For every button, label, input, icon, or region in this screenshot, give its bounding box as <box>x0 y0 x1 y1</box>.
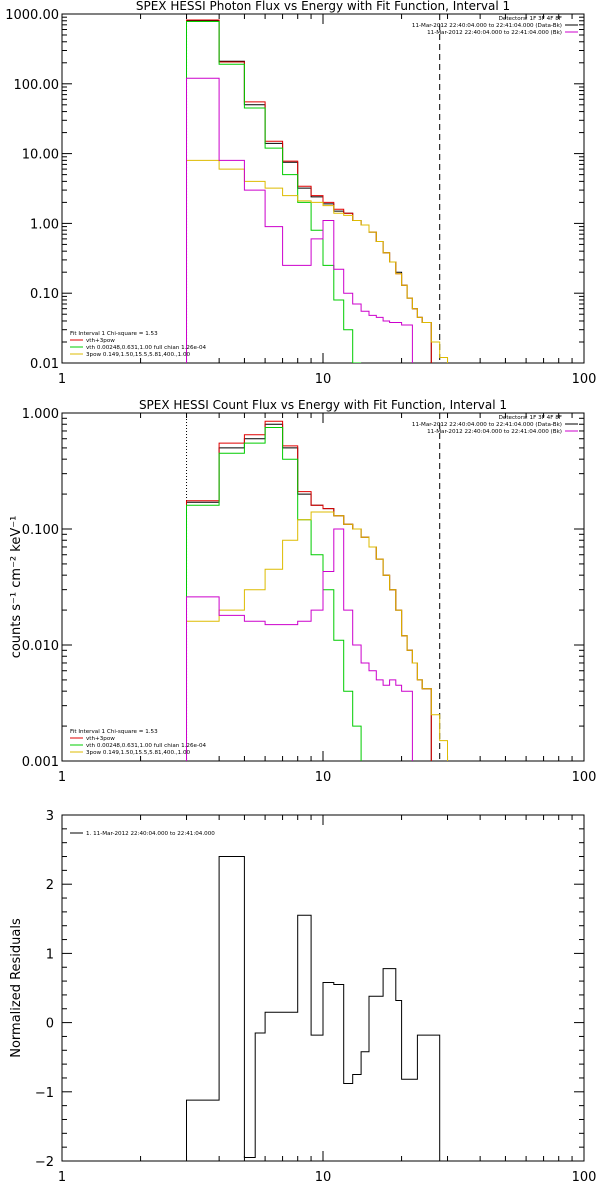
y-tick-label: −1 <box>35 1086 54 1101</box>
y-tick-label: 0.01 <box>30 357 59 372</box>
series-bk <box>186 528 413 761</box>
legend-bottom-entry: vth+3pow <box>86 338 115 344</box>
panel-3: 1 10 100 −2 −1 0 1 2 3 Normalized Residuals 1. 11-… <box>9 809 596 1185</box>
y-tick-label: 100.00 <box>14 78 60 93</box>
y-tick-label: 3 <box>46 809 54 824</box>
legend-bottom-entry: Fit Interval 1 Chi-square = 1.53 <box>70 729 158 735</box>
panel-2: SPEX HESSI Count Flux vs Energy with Fit… <box>9 398 596 785</box>
y-tick-label: −2 <box>35 1155 54 1170</box>
legend-top-entry: 11-Mar-2012 22:40:04.000 to 22:41:04.000… <box>412 422 562 428</box>
series-vth <box>186 21 362 363</box>
legend-top-entry: 11-Mar-2012 22:40:04.000 to 22:41:04.000… <box>427 30 562 36</box>
axes-frame <box>61 13 585 364</box>
series-vth <box>186 427 362 761</box>
x-tick-label: 100 <box>572 1170 597 1185</box>
y-tick-label: 1.000 <box>22 407 59 422</box>
y-tick-label: 1.00 <box>30 217 59 232</box>
series-3pow <box>186 159 448 363</box>
y-tick-label: 0.001 <box>22 755 59 770</box>
legend-entry: 1. 11-Mar-2012 22:40:04.000 to 22:41:04.… <box>86 831 215 837</box>
x-tick-label: 10 <box>315 770 332 785</box>
x-tick-label: 10 <box>315 1170 332 1185</box>
series-data-bk <box>186 20 432 363</box>
y-axis-label: Normalized Residuals <box>9 918 24 1058</box>
series-3pow <box>186 511 448 761</box>
y-tick-label: 2 <box>46 878 54 893</box>
y-tick-label: 0.10 <box>30 287 59 302</box>
legend-bottom-entry: Fit Interval 1 Chi-square = 1.53 <box>70 331 158 337</box>
y-tick-label: 0.100 <box>22 523 59 538</box>
y-tick-label: 0 <box>46 1017 54 1032</box>
legend-top-entry: 11-Mar-2012 22:40:04.000 to 22:41:04.000… <box>427 429 562 435</box>
legend-bottom-entry: vth 0.00248,0.631,1.00 full chian 1.26e-… <box>86 345 207 351</box>
legend-top-entry: 11-Mar-2012 22:40:04.000 to 22:41:04.000… <box>412 23 562 29</box>
legend-bottom-entry: 3pow 0.149,1.50,15.5,5.81,400.,1.00 <box>86 750 191 756</box>
series-vth-3pow <box>186 19 432 363</box>
series-1-11-mar-2012-22-40-04-000-to-22-41-04-000 <box>186 856 441 1161</box>
x-tick-label: 100 <box>572 372 597 387</box>
chart-title: SPEX HESSI Photon Flux vs Energy with Fi… <box>136 0 510 13</box>
legend-top-entry: Detectors: 1F 3F 4F 8F <box>499 16 562 22</box>
x-tick-label: 10 <box>315 372 332 387</box>
y-tick-label: 1000.00 <box>5 8 59 23</box>
series-group <box>186 19 448 363</box>
series-group <box>186 856 441 1161</box>
chart-title: SPEX HESSI Count Flux vs Energy with Fit… <box>139 398 507 412</box>
y-tick-label: 1 <box>46 947 54 962</box>
legend-top-entry: Detectors: 1F 3F 4F 8F <box>499 415 562 421</box>
legend-bottom-entry: vth+3pow <box>86 736 115 742</box>
x-tick-label: 1 <box>58 1170 66 1185</box>
panel-1: SPEX HESSI Photon Flux vs Energy with Fi… <box>5 0 596 387</box>
series-group <box>186 420 448 761</box>
y-tick-label: 10.00 <box>22 148 59 163</box>
series-bk <box>186 77 413 363</box>
legend-bottom-entry: vth 0.00248,0.631,1.00 full chian 1.26e-… <box>86 743 207 749</box>
y-axis-label: counts s⁻¹ cm⁻² keV⁻¹ <box>9 516 24 659</box>
x-tick-label: 100 <box>572 770 597 785</box>
series-vth-3pow <box>186 420 432 761</box>
x-tick-label: 1 <box>58 372 66 387</box>
x-tick-label: 1 <box>58 770 66 785</box>
y-tick-label: 0.010 <box>22 639 59 654</box>
legend-bottom-entry: 3pow 0.149,1.50,15.5,5.81,400.,1.00 <box>86 352 191 358</box>
series-data-bk <box>186 423 432 761</box>
